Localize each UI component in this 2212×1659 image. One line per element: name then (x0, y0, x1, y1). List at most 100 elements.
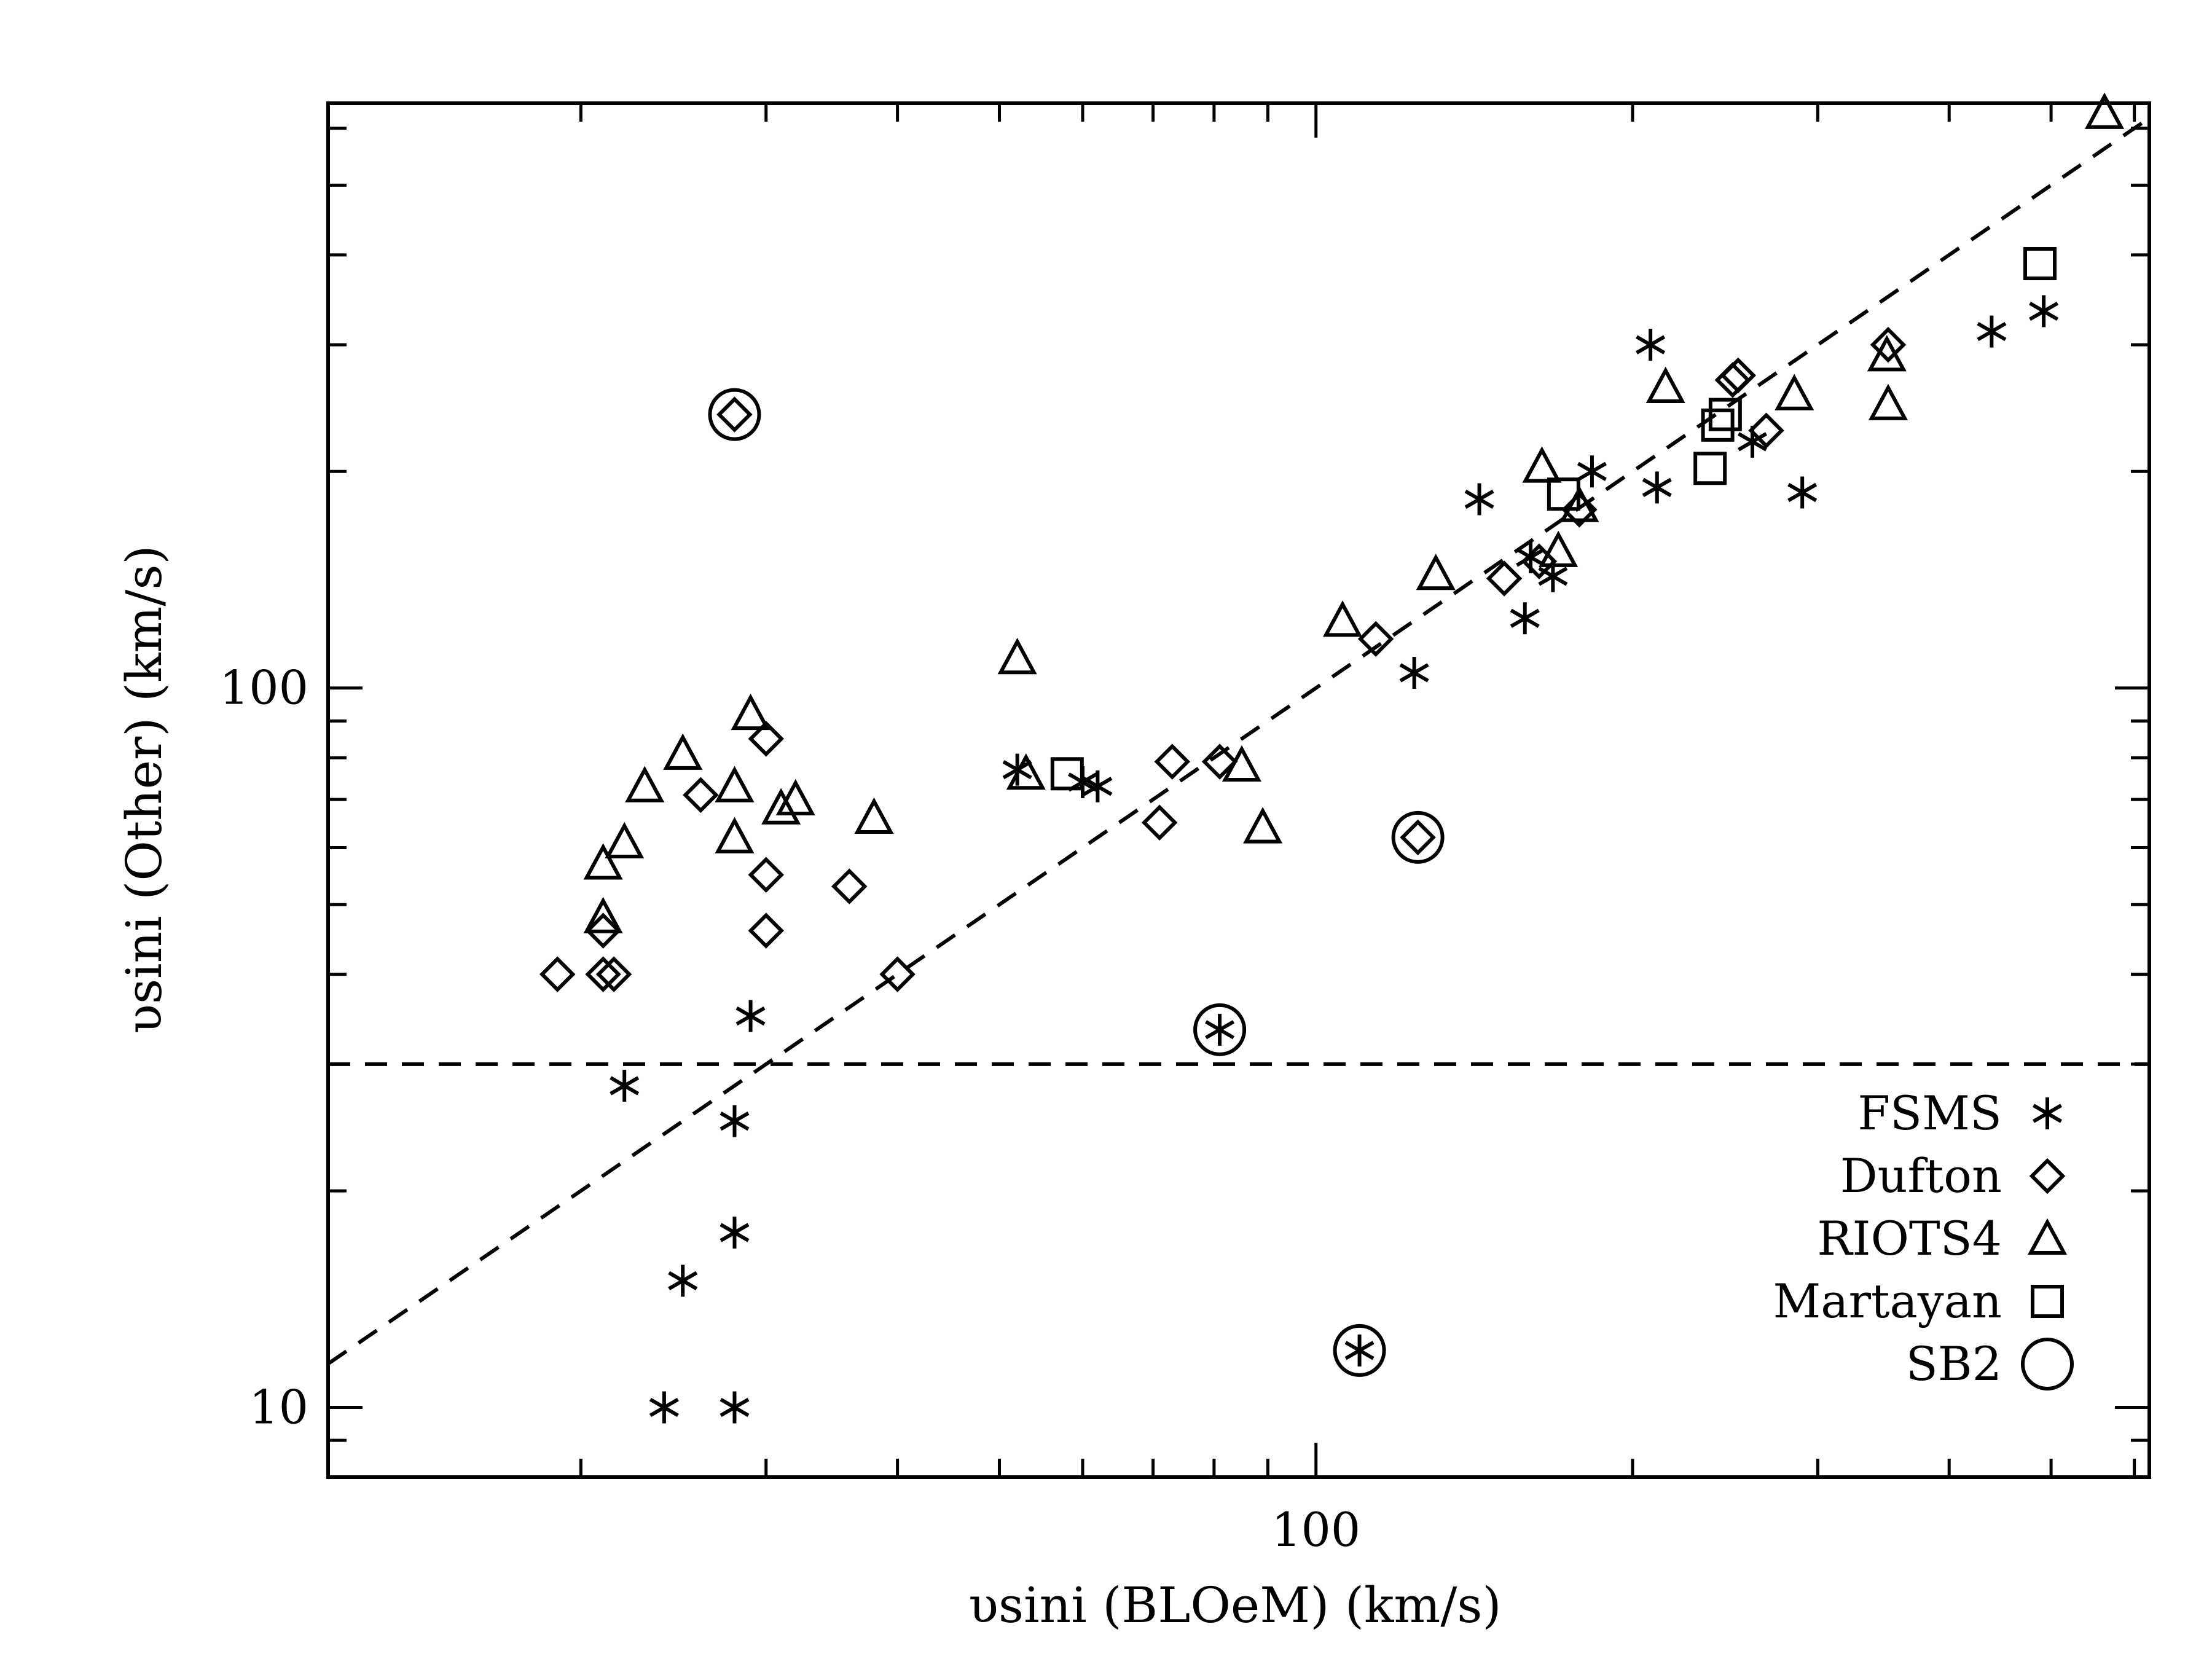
data-point-dufton (1357, 621, 1394, 657)
data-point-fsms (1399, 656, 1429, 689)
y-tick-label: 100 (219, 661, 308, 715)
data-point-fsms (2029, 295, 2059, 327)
tick-labels: 100 10 100 (219, 661, 1360, 1557)
data-point-fsms (720, 1391, 750, 1424)
data-point-riots4 (715, 817, 755, 853)
data-point-riots4 (1323, 600, 1363, 637)
data-point-martayan (1701, 408, 1735, 442)
data-point-riots4 (775, 779, 815, 816)
legend-label: Martayan (1773, 1274, 2002, 1328)
data-point-dufton (748, 857, 785, 893)
data-point-dufton (585, 912, 621, 949)
data-point-dufton (1561, 492, 1598, 528)
data-point-riots4 (1222, 745, 1261, 782)
data-point-fsms (610, 1070, 640, 1102)
sb2-inner-marker (1205, 1013, 1235, 1046)
data-point-riots4 (1416, 554, 1456, 590)
data-point-sb2 (1333, 1324, 1386, 1377)
data-point-fsms (720, 1216, 750, 1249)
data-point-martayan (1708, 398, 1742, 431)
series-sb2 (708, 388, 1445, 1377)
data-point-riots4 (1006, 753, 1046, 790)
data-point-martayan (1693, 452, 1727, 485)
series-dufton (539, 326, 1907, 992)
data-point-dufton (1486, 560, 1523, 597)
data-point-dufton (748, 912, 785, 949)
data-point-riots4 (1867, 335, 1907, 372)
legend-marker-fsms (2032, 1097, 2063, 1129)
data-point-dufton (1870, 326, 1907, 363)
data-point-riots4 (2084, 92, 2125, 129)
data-point-riots4 (731, 693, 771, 731)
sb2-inner-marker (1400, 819, 1436, 856)
data-point-riots4 (583, 896, 623, 933)
data-point-riots4 (1645, 366, 1685, 403)
data-point-dufton (595, 956, 632, 992)
data-point-fsms (1642, 471, 1672, 504)
data-point-riots4 (583, 843, 623, 880)
plot-frame (326, 101, 2151, 1479)
data-point-dufton (539, 956, 576, 992)
legend-label: RIOTS4 (1817, 1211, 2002, 1266)
data-point-riots4 (997, 637, 1037, 675)
data-point-riots4 (1539, 530, 1579, 567)
data-point-riots4 (663, 733, 703, 770)
data-point-sb2 (1391, 810, 1445, 864)
legend: FSMS Dufton RIOTS4 Martayan SB2 (1773, 1086, 2074, 1391)
data-point-dufton (683, 777, 719, 814)
data-point-fsms (1577, 455, 1607, 488)
legend-label: SB2 (1906, 1336, 2002, 1391)
data-point-dufton (1720, 357, 1757, 394)
data-point-fsms (720, 1105, 750, 1137)
data-point-sb2 (708, 388, 761, 441)
sb2-inner-marker (1344, 1334, 1375, 1367)
data-point-fsms (1977, 315, 2007, 348)
data-point-dufton (1748, 412, 1784, 449)
data-point-riots4 (1775, 374, 1814, 410)
data-point-riots4 (1868, 383, 1908, 420)
data-point-dufton (1141, 804, 1178, 841)
legend-marker-dufton (2029, 1158, 2066, 1194)
axis-ticks (328, 103, 2149, 1479)
legend-marker-riots4 (2027, 1218, 2068, 1255)
data-point-fsms (1083, 770, 1113, 802)
data-point-fsms (1510, 602, 1540, 635)
data-point-martayan (2023, 247, 2057, 281)
legend-marker-martayan (2031, 1285, 2064, 1318)
data-markers (539, 92, 2125, 1424)
data-point-dufton (879, 956, 916, 992)
data-point-fsms (649, 1391, 679, 1424)
data-point-dufton (748, 721, 785, 757)
y-tick-label: 10 (249, 1380, 308, 1435)
data-point-riots4 (854, 797, 894, 834)
data-point-riots4 (715, 766, 755, 802)
data-point-riots4 (1559, 485, 1599, 522)
data-point-dufton (1521, 543, 1558, 579)
series-riots4 (583, 92, 2125, 933)
reference-lines (327, 116, 2151, 1365)
data-point-riots4 (605, 822, 645, 859)
legend-marker-sb2 (2021, 1338, 2074, 1390)
data-point-fsms (1787, 476, 1818, 509)
data-point-dufton (1154, 743, 1191, 780)
data-point-riots4 (1522, 446, 1562, 483)
data-point-riots4 (761, 788, 801, 825)
legend-label: FSMS (1857, 1086, 2002, 1140)
data-point-martayan (1050, 757, 1084, 791)
sb2-inner-marker (716, 396, 753, 433)
data-point-fsms (668, 1265, 698, 1297)
legend-label: Dufton (1840, 1148, 2002, 1203)
data-point-sb2 (1193, 1003, 1247, 1056)
data-point-riots4 (625, 766, 665, 802)
data-point-martayan (1547, 477, 1580, 511)
data-point-fsms (1636, 329, 1666, 361)
x-axis-title: υsini (BLOeM) (km/s) (968, 1577, 1501, 1634)
data-point-riots4 (1243, 807, 1283, 844)
series-martayan (1050, 247, 2057, 791)
data-point-fsms (1464, 483, 1494, 516)
y-axis-title: υsini (Other) (km/s) (116, 545, 173, 1033)
x-tick-label: 100 (1271, 1502, 1360, 1557)
data-point-dufton (831, 868, 868, 904)
data-point-dufton (585, 956, 621, 992)
